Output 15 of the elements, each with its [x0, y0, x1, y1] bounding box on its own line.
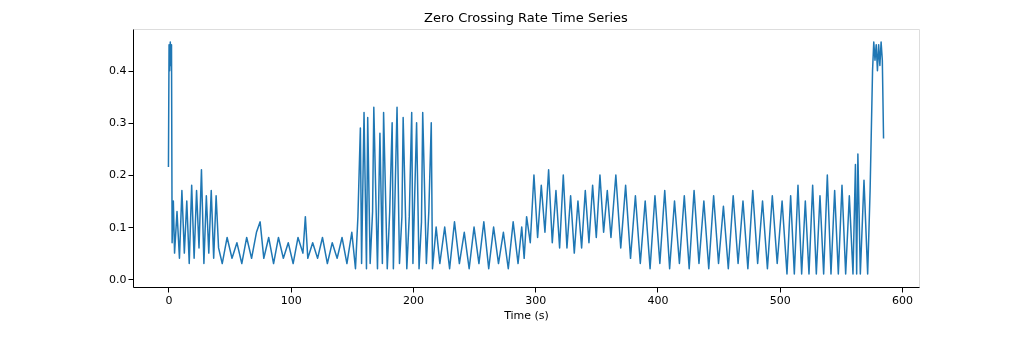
x-tick-label: 400 [647, 293, 669, 307]
y-tick-label: 0.3 [109, 116, 127, 130]
x-tick-label: 200 [402, 293, 424, 307]
chart-title: Zero Crossing Rate Time Series [424, 10, 629, 25]
x-tick-label: 300 [525, 293, 547, 307]
x-axis-title: Time (s) [503, 308, 549, 322]
y-tick-label: 0.2 [109, 168, 127, 182]
x-tick-label: 0 [165, 293, 173, 307]
y-tick-label: 0.1 [109, 220, 127, 234]
x-tick-label: 500 [769, 293, 791, 307]
line-series [167, 41, 885, 275]
x-tick-label: 600 [891, 293, 913, 307]
x-tick-label: 100 [280, 293, 302, 307]
y-tick-label: 0.4 [109, 64, 127, 78]
y-tick-label: 0.0 [109, 272, 127, 286]
